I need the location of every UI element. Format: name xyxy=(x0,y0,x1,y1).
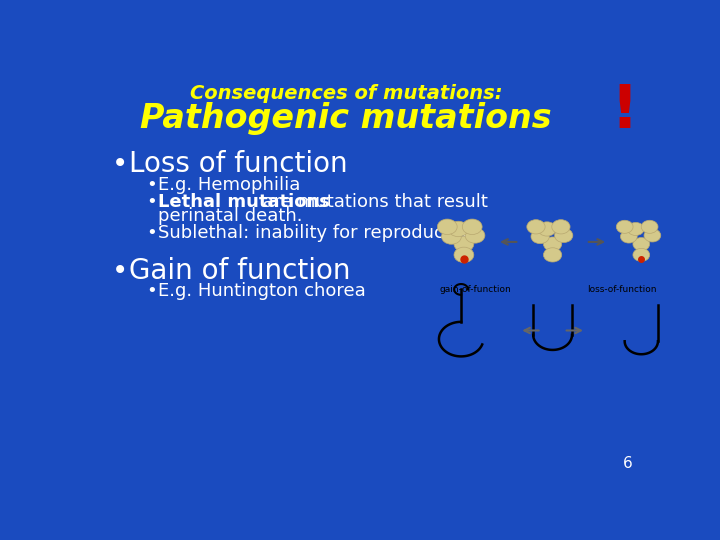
Text: Sublethal: inability for reproduction: Sublethal: inability for reproduction xyxy=(158,224,479,242)
Circle shape xyxy=(544,248,562,262)
Text: are mutations that result: are mutations that result xyxy=(256,193,487,211)
Text: •: • xyxy=(145,282,156,300)
Circle shape xyxy=(437,219,457,234)
Text: Gain of function: Gain of function xyxy=(129,257,350,285)
Text: •: • xyxy=(112,257,128,285)
Circle shape xyxy=(552,220,570,234)
Circle shape xyxy=(449,221,468,237)
Text: loss-of-function: loss-of-function xyxy=(587,285,657,294)
Circle shape xyxy=(633,248,649,261)
Text: !: ! xyxy=(611,82,639,141)
Circle shape xyxy=(454,237,474,252)
Text: 6: 6 xyxy=(623,456,632,471)
Text: Loss of function: Loss of function xyxy=(129,150,347,178)
Circle shape xyxy=(544,237,562,251)
Text: •: • xyxy=(112,150,128,178)
Text: •: • xyxy=(145,177,156,194)
Circle shape xyxy=(538,222,557,236)
Circle shape xyxy=(465,228,485,243)
Text: Pathogenic mutations: Pathogenic mutations xyxy=(140,102,552,135)
Text: perinatal death.: perinatal death. xyxy=(158,207,302,225)
Circle shape xyxy=(462,219,482,234)
Circle shape xyxy=(554,228,573,242)
Circle shape xyxy=(644,229,661,242)
Text: gain-of-function: gain-of-function xyxy=(439,285,511,294)
Circle shape xyxy=(527,220,545,234)
Circle shape xyxy=(441,229,462,244)
Circle shape xyxy=(633,238,649,251)
Text: E.g. Hemophilia: E.g. Hemophilia xyxy=(158,177,300,194)
Circle shape xyxy=(642,220,658,233)
Circle shape xyxy=(531,230,549,244)
Text: Consequences of mutations:: Consequences of mutations: xyxy=(189,84,502,103)
Circle shape xyxy=(454,247,474,262)
Text: Lethal mutations: Lethal mutations xyxy=(158,193,330,211)
Circle shape xyxy=(616,220,633,233)
Text: •: • xyxy=(145,193,156,211)
Circle shape xyxy=(627,222,644,235)
Text: E.g. Huntington chorea: E.g. Huntington chorea xyxy=(158,282,366,300)
Circle shape xyxy=(621,230,637,243)
Text: •: • xyxy=(145,224,156,242)
